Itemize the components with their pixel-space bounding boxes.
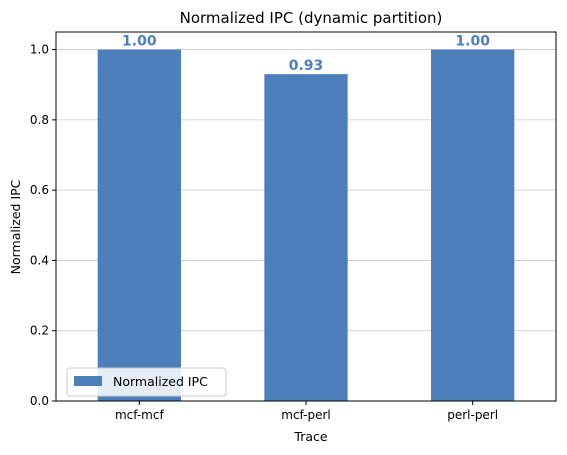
x-tick-label: mcf-perl <box>281 408 330 422</box>
y-tick-label: 0.8 <box>30 113 49 127</box>
x-axis-ticks: mcf-mcf mcf-perl perl-perl <box>115 401 498 422</box>
x-tick-label: mcf-mcf <box>115 408 164 422</box>
y-tick-label: 0.6 <box>30 183 49 197</box>
data-labels: 1.00 0.93 1.00 <box>122 34 490 75</box>
bar-value-label: 0.93 <box>289 58 324 74</box>
y-axis-label: Normalized IPC <box>8 179 23 274</box>
bar <box>97 49 181 401</box>
y-tick-label: 0.4 <box>30 253 49 267</box>
legend-label: Normalized IPC <box>113 374 208 389</box>
bars <box>97 49 515 402</box>
x-tick-label: perl-perl <box>447 408 498 422</box>
x-axis-label: Trace <box>293 429 327 444</box>
bar <box>431 49 515 401</box>
legend: Normalized IPC <box>66 367 227 397</box>
legend-box <box>66 367 227 397</box>
y-tick-label: 1.0 <box>30 43 49 57</box>
bar <box>264 74 348 402</box>
bar-value-label: 1.00 <box>455 34 490 50</box>
chart-title: Normalized IPC (dynamic partition) <box>180 9 443 27</box>
bar-value-label: 1.00 <box>122 34 157 50</box>
legend-swatch <box>74 376 102 386</box>
y-tick-label: 0.2 <box>30 324 49 338</box>
y-tick-label: 0.0 <box>30 394 49 408</box>
y-axis-ticks: 0.0 0.2 0.4 0.6 0.8 1.0 <box>30 43 56 408</box>
